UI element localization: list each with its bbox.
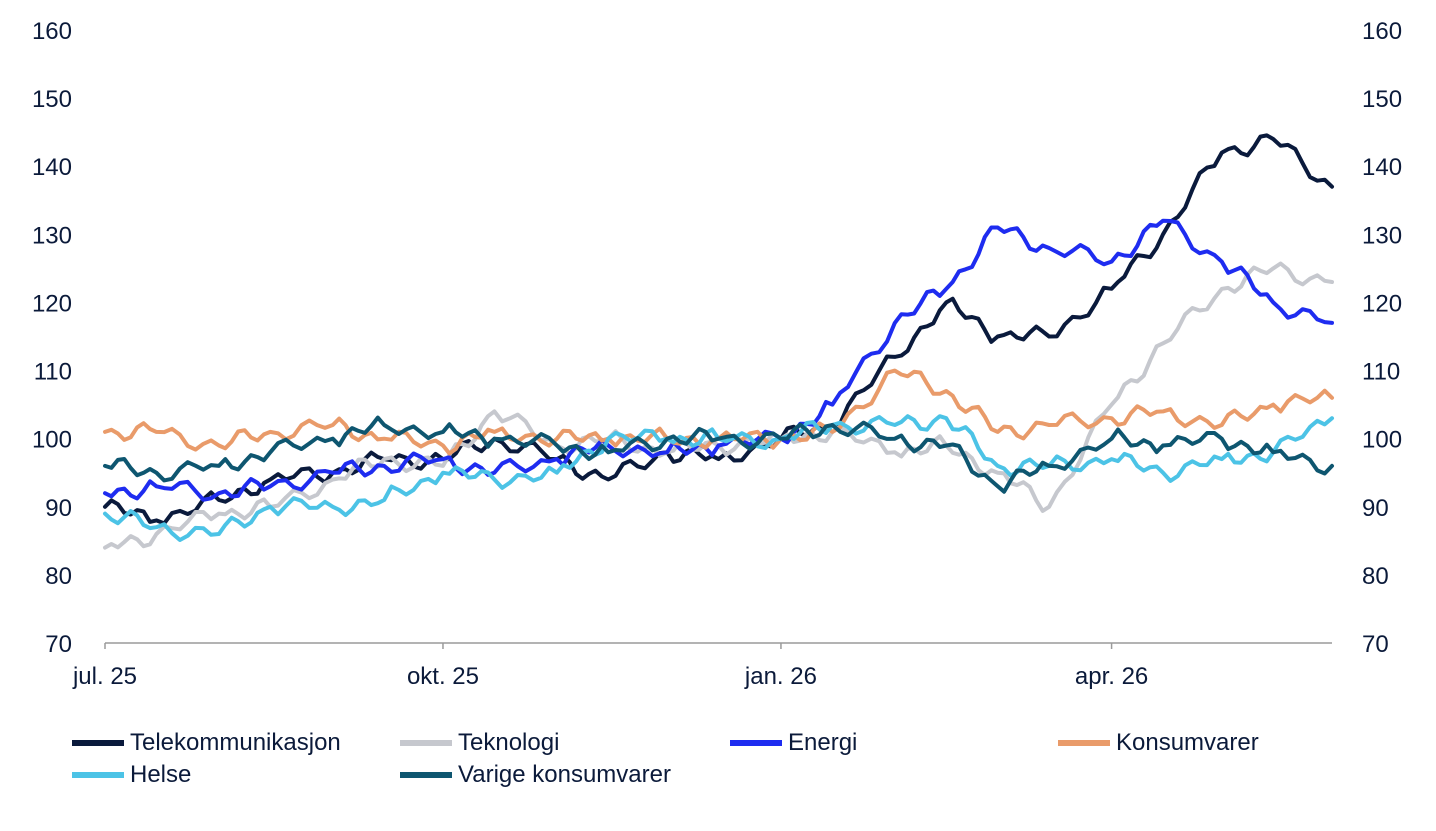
y-tick-label-left: 140 xyxy=(32,154,72,181)
y-tick-label-right: 160 xyxy=(1362,18,1402,45)
x-tick-label: apr. 26 xyxy=(1075,663,1148,690)
y-tick-label-right: 100 xyxy=(1362,427,1402,454)
chart-axes: 70 70 80 80 90 90 100 100 110 110 120 120 130 130 140 1… xyxy=(32,18,1402,690)
y-tick-label-right: 90 xyxy=(1362,495,1389,522)
series-line-varige-konsumvarer xyxy=(103,415,1334,494)
x-tick-label: okt. 25 xyxy=(407,663,479,690)
y-tick-label-left: 120 xyxy=(32,290,72,317)
y-tick-label-right: 150 xyxy=(1362,86,1402,113)
y-tick-label-left: 150 xyxy=(32,86,72,113)
y-tick-label-left: 80 xyxy=(45,563,72,590)
y-tick-label-right: 120 xyxy=(1362,290,1402,317)
x-tick-label: jan. 26 xyxy=(744,663,817,690)
series-line-energi xyxy=(103,218,1334,502)
y-tick-label-right: 140 xyxy=(1362,154,1402,181)
y-tick-label-left: 110 xyxy=(34,359,72,386)
y-tick-label-left: 160 xyxy=(32,18,72,45)
y-tick-label-left: 70 xyxy=(45,631,72,658)
y-tick-label-left: 100 xyxy=(32,427,72,454)
y-tick-label-right: 80 xyxy=(1362,563,1389,590)
y-tick-label-left: 90 xyxy=(45,495,72,522)
y-tick-label-right: 110 xyxy=(1362,359,1400,386)
series-line-telekommunikasjon xyxy=(103,133,1334,526)
y-tick-label-right: 130 xyxy=(1362,222,1402,249)
chart-series-lines xyxy=(103,133,1334,550)
y-tick-label-left: 130 xyxy=(32,222,72,249)
x-tick-label: jul. 25 xyxy=(72,663,137,690)
y-tick-label-right: 70 xyxy=(1362,631,1389,658)
